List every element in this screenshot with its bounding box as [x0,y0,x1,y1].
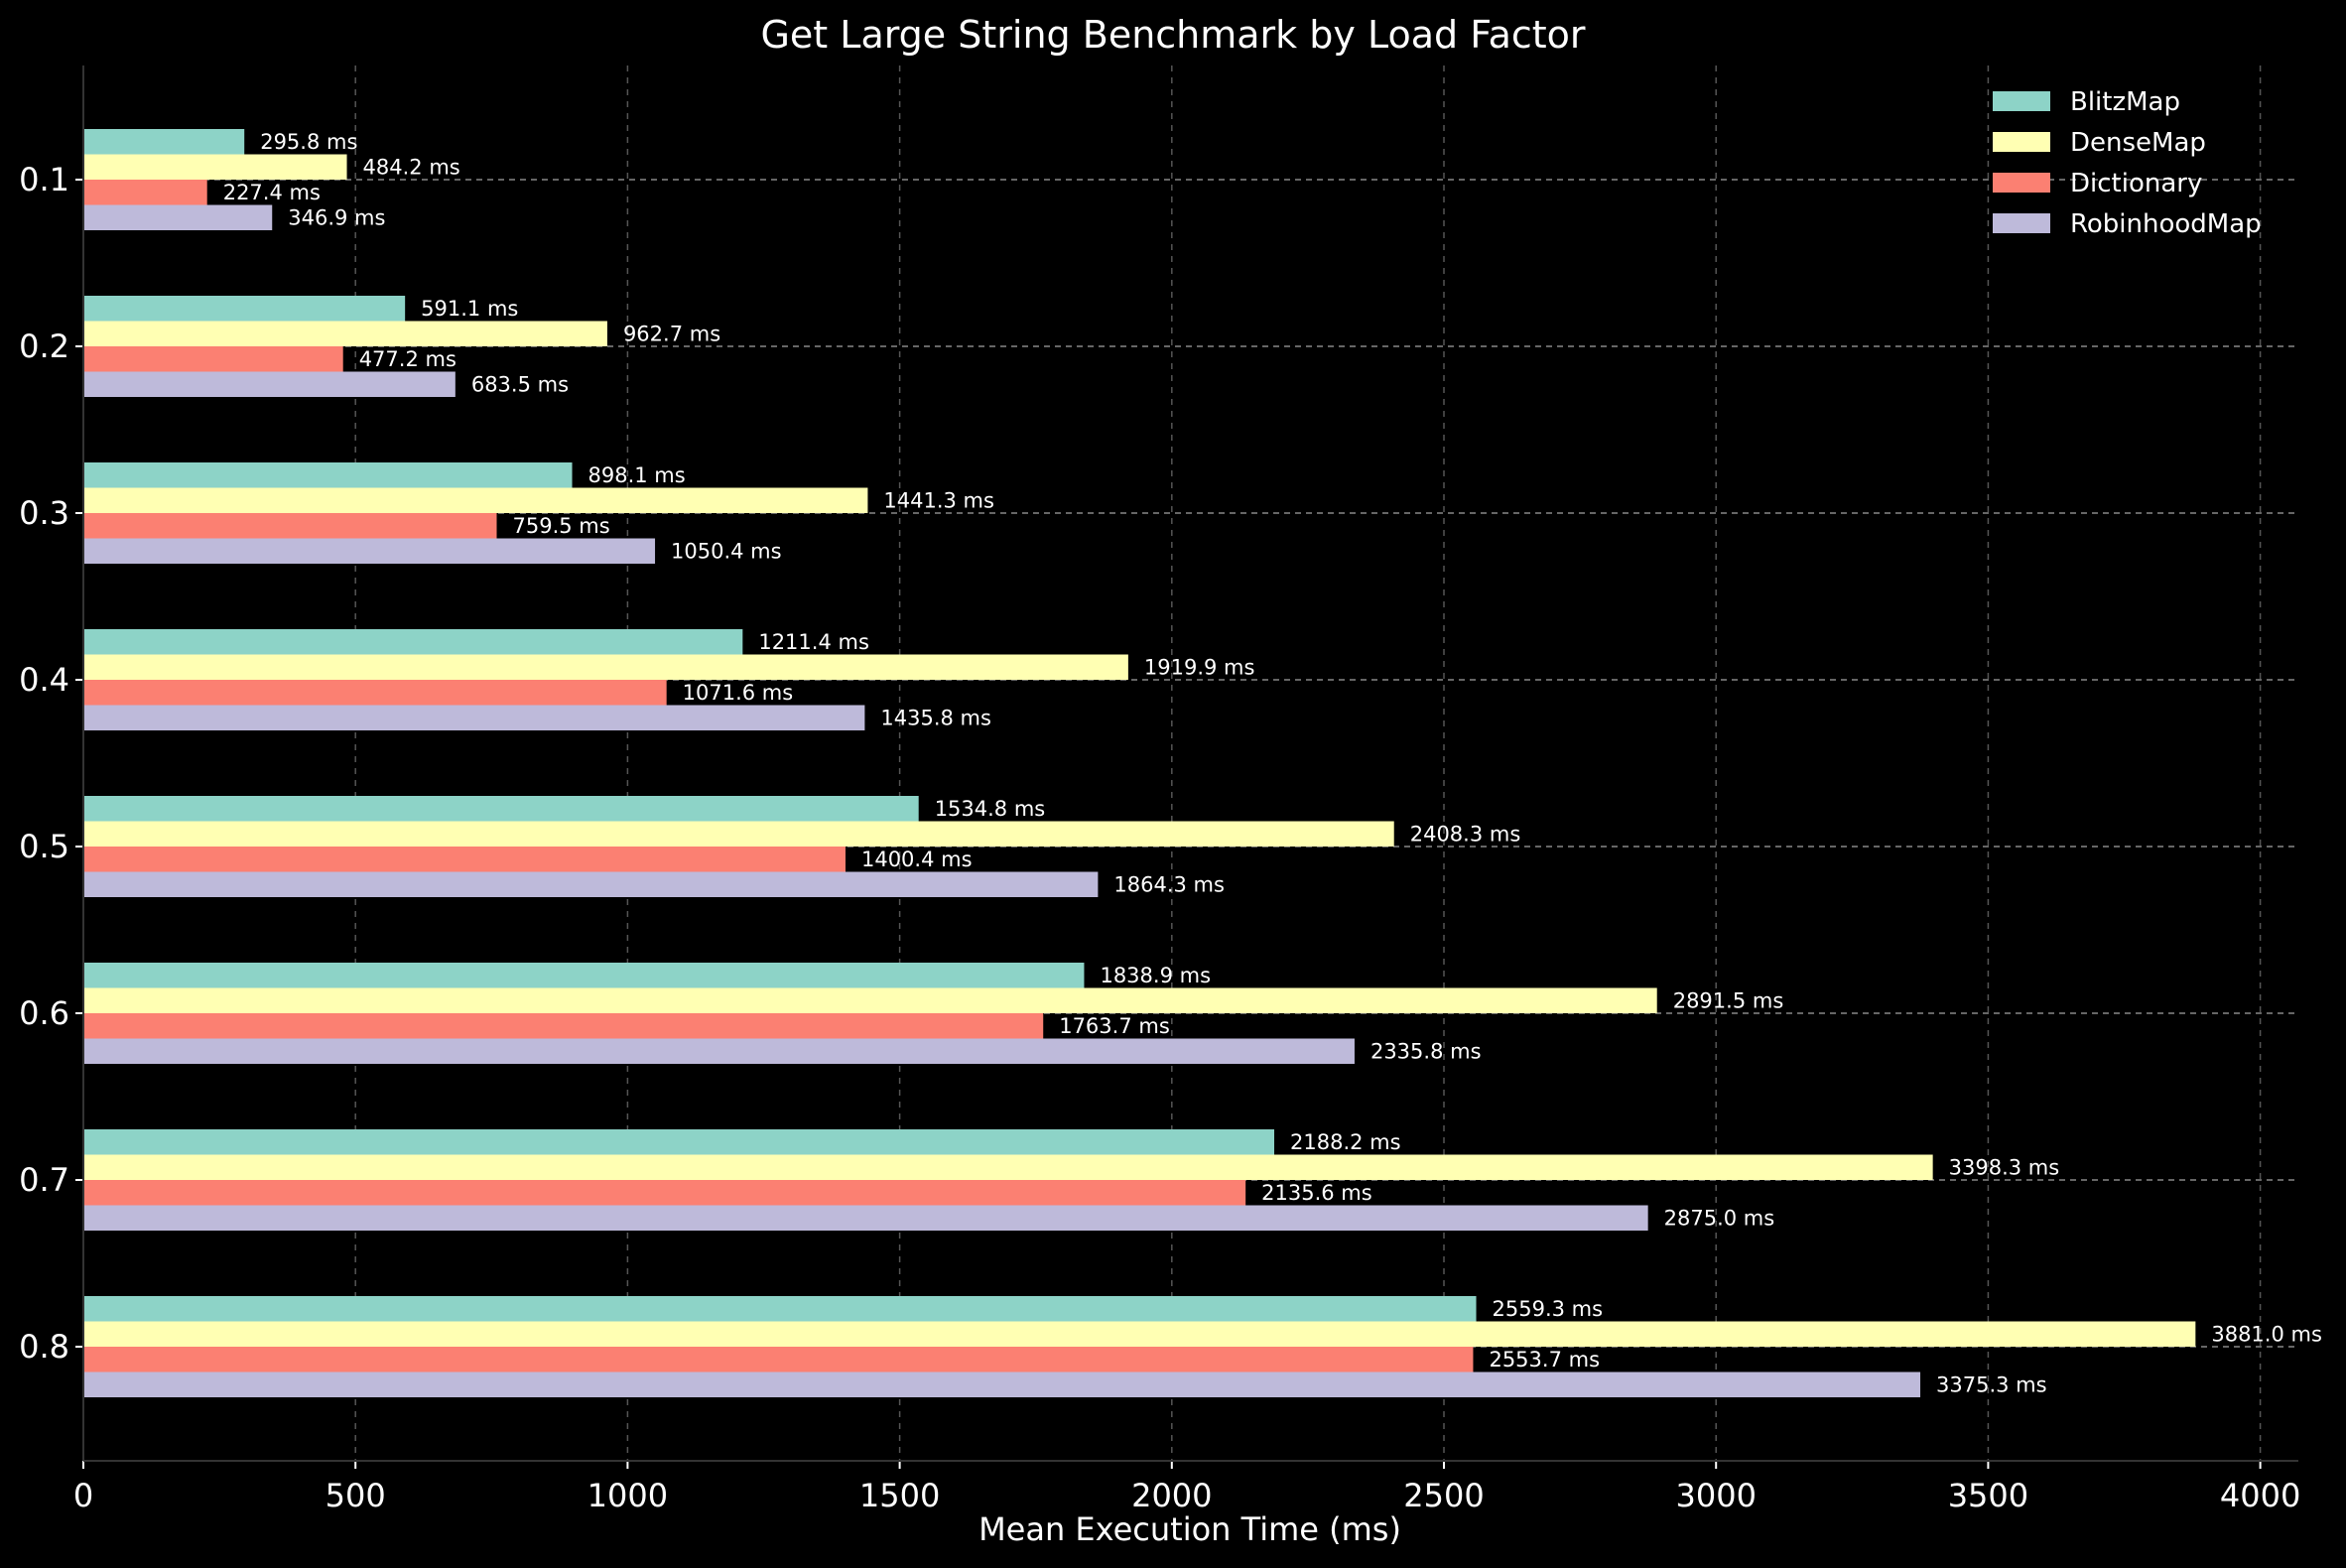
bar-dictionary-0-8 [83,1347,1474,1372]
legend-label-blitzmap: BlitzMap [2070,87,2180,117]
y-tick-label: 0.5 [19,828,69,865]
data-label-blitzmap-0-5: 1534.8 ms [935,797,1046,821]
data-label-densemap-0-8: 3881.0 ms [2211,1322,2322,1346]
x-tick-label: 4000 [2220,1477,2300,1514]
data-label-robinhoodmap-0-6: 2335.8 ms [1370,1039,1482,1063]
bar-dictionary-0-3 [83,513,497,539]
data-label-dictionary-0-6: 1763.7 ms [1059,1014,1170,1038]
legend-label-robinhoodmap: RobinhoodMap [2070,209,2262,239]
data-label-blitzmap-0-4: 1211.4 ms [758,630,869,654]
data-label-robinhoodmap-0-2: 683.5 ms [471,372,569,396]
legend-swatch-blitzmap [1993,91,2050,111]
y-tick-label: 0.3 [19,494,69,532]
legend-label-dictionary: Dictionary [2070,169,2202,198]
bar-densemap-0-2 [83,321,607,346]
x-tick-label: 2500 [1403,1477,1484,1514]
bar-robinhoodmap-0-5 [83,871,1099,897]
y-tick-label: 0.2 [19,327,69,365]
data-label-densemap-0-5: 2408.3 ms [1410,822,1521,846]
x-tick-label: 1000 [587,1477,668,1514]
y-tick-label: 0.1 [19,161,69,198]
data-label-densemap-0-7: 3398.3 ms [1949,1155,2060,1179]
data-label-densemap-0-3: 1441.3 ms [883,488,994,512]
bar-dictionary-0-6 [83,1013,1044,1039]
legend: BlitzMap DenseMap Dictionary RobinhoodMap [1993,87,2262,239]
bar-robinhoodmap-0-2 [83,371,456,397]
data-label-blitzmap-0-8: 2559.3 ms [1493,1297,1604,1321]
data-label-robinhoodmap-0-5: 1864.3 ms [1113,872,1225,896]
data-label-densemap-0-2: 962.7 ms [623,322,720,345]
bar-robinhoodmap-0-6 [83,1038,1355,1064]
data-label-dictionary-0-8: 2553.7 ms [1489,1348,1600,1372]
bar-robinhoodmap-0-4 [83,705,865,730]
bar-dictionary-0-1 [83,180,207,205]
axes-layer: 0 500 1000 1500 2000 2500 3000 3500 4000 0.1 0.2 0.… [19,65,2300,1514]
bar-dictionary-0-7 [83,1180,1246,1206]
bar-blitzmap-0-3 [83,462,573,488]
y-tick-label: 0.8 [19,1328,69,1366]
chart-title: Get Large String Benchmark by Load Facto… [760,13,1585,57]
data-label-blitzmap-0-3: 898.1 ms [588,463,686,487]
data-label-dictionary-0-3: 759.5 ms [513,514,610,538]
data-label-robinhoodmap-0-1: 346.9 ms [288,205,385,229]
data-label-densemap-0-4: 1919.9 ms [1144,655,1255,679]
data-label-blitzmap-0-2: 591.1 ms [421,297,518,321]
data-label-robinhoodmap-0-3: 1050.4 ms [671,539,782,563]
x-tick-label: 0 [73,1477,93,1514]
bar-blitzmap-0-8 [83,1296,1477,1322]
bar-blitzmap-0-7 [83,1129,1275,1155]
bar-robinhoodmap-0-8 [83,1372,1921,1397]
bar-blitzmap-0-1 [83,129,245,155]
data-label-dictionary-0-4: 1071.6 ms [683,681,794,705]
bar-densemap-0-8 [83,1321,2196,1347]
bar-densemap-0-1 [83,154,347,180]
data-label-densemap-0-6: 2891.5 ms [1673,988,1784,1012]
bar-densemap-0-6 [83,987,1657,1013]
y-tick-label: 0.4 [19,661,69,699]
x-tick-label: 1500 [859,1477,940,1514]
data-label-dictionary-0-2: 477.2 ms [359,347,456,371]
x-tick-label: 500 [326,1477,386,1514]
bar-robinhoodmap-0-7 [83,1205,1648,1231]
bars-layer [83,129,2196,1397]
bar-dictionary-0-5 [83,847,846,872]
legend-label-densemap: DenseMap [2070,128,2206,158]
bar-densemap-0-7 [83,1154,1933,1180]
bar-blitzmap-0-2 [83,296,406,322]
bar-densemap-0-5 [83,821,1394,847]
x-tick-label: 2000 [1131,1477,1212,1514]
x-axis-label: Mean Execution Time (ms) [978,1510,1401,1548]
bar-robinhoodmap-0-3 [83,538,656,564]
data-label-dictionary-0-1: 227.4 ms [223,181,321,204]
bar-robinhoodmap-0-1 [83,204,273,230]
data-label-dictionary-0-7: 2135.6 ms [1261,1181,1372,1205]
bar-dictionary-0-2 [83,346,343,372]
data-label-robinhoodmap-0-4: 1435.8 ms [880,706,991,729]
bar-blitzmap-0-5 [83,796,919,822]
bar-dictionary-0-4 [83,680,667,706]
data-label-robinhoodmap-0-8: 3375.3 ms [1936,1372,2047,1396]
data-label-blitzmap-0-1: 295.8 ms [260,130,357,154]
bar-densemap-0-3 [83,487,868,513]
x-tick-label: 3000 [1675,1477,1756,1514]
legend-swatch-dictionary [1993,173,2050,193]
bar-blitzmap-0-4 [83,629,743,655]
bar-densemap-0-4 [83,654,1128,680]
bar-blitzmap-0-6 [83,963,1085,988]
y-tick-label: 0.6 [19,994,69,1032]
data-label-blitzmap-0-7: 2188.2 ms [1290,1130,1401,1154]
data-label-densemap-0-1: 484.2 ms [363,155,460,179]
data-label-blitzmap-0-6: 1838.9 ms [1100,964,1211,987]
legend-swatch-robinhoodmap [1993,213,2050,233]
data-label-dictionary-0-5: 1400.4 ms [861,848,973,871]
y-tick-label: 0.7 [19,1161,69,1199]
x-tick-label: 3500 [1948,1477,2028,1514]
data-label-robinhoodmap-0-7: 2875.0 ms [1664,1206,1775,1230]
legend-swatch-densemap [1993,132,2050,152]
